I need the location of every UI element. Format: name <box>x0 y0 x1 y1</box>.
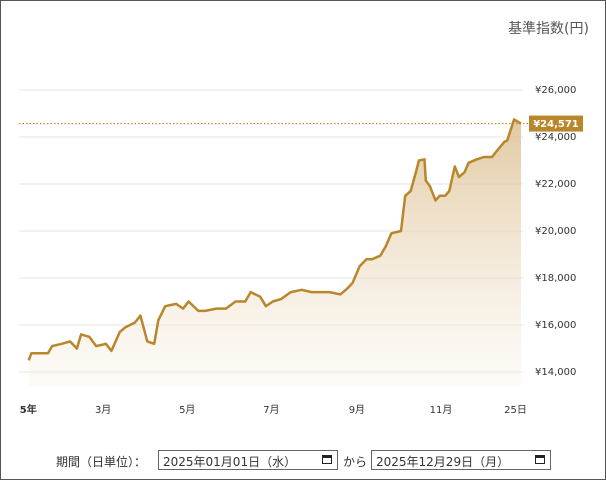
y-tick-label: ¥14,000 <box>535 367 576 378</box>
end-date-input[interactable]: 2025年12月29日（月） <box>371 450 551 470</box>
last-value-label: ¥24,571 <box>533 119 579 130</box>
x-tick-label: 5年 <box>20 403 37 416</box>
chart: 基準指数(円) ¥14,000 ¥16,000 ¥18,000 ¥20,000 ¥22,… <box>19 20 589 416</box>
end-date: 2025年12月29日（月） <box>376 455 510 469</box>
x-tick-label: 9月 <box>349 404 365 416</box>
period-label: 期間（日単位）： <box>56 455 147 469</box>
axis-title: 基準指数(円) <box>508 20 589 37</box>
y-tick-label: ¥16,000 <box>535 320 576 331</box>
x-tick-label: 3月 <box>95 404 111 416</box>
y-tick-label: ¥20,000 <box>535 226 576 237</box>
y-tick-label: ¥26,000 <box>535 85 576 96</box>
x-tick-label: 25日 <box>504 405 527 416</box>
calendar-icon[interactable] <box>322 455 332 464</box>
calendar-icon[interactable] <box>535 455 545 464</box>
last-value-badge <box>529 115 583 132</box>
x-tick-label: 7月 <box>263 404 279 416</box>
separator: から <box>343 455 368 469</box>
line <box>27 118 522 361</box>
x-tick-label: 5月 <box>179 404 195 416</box>
y-tick-label: ¥24,000 <box>535 132 576 143</box>
period-filter: 期間（日単位）： 2025年01月01日（水） から 2025年12月29日（月… <box>1 449 605 473</box>
area <box>28 119 521 386</box>
start-date-input[interactable]: 2025年01月01日（水） <box>158 450 338 470</box>
y-tick-label: ¥18,000 <box>535 273 576 284</box>
x-tick-label: 11月 <box>430 404 453 416</box>
start-date: 2025年01月01日（水） <box>163 455 297 469</box>
y-tick-label: ¥22,000 <box>535 179 576 190</box>
